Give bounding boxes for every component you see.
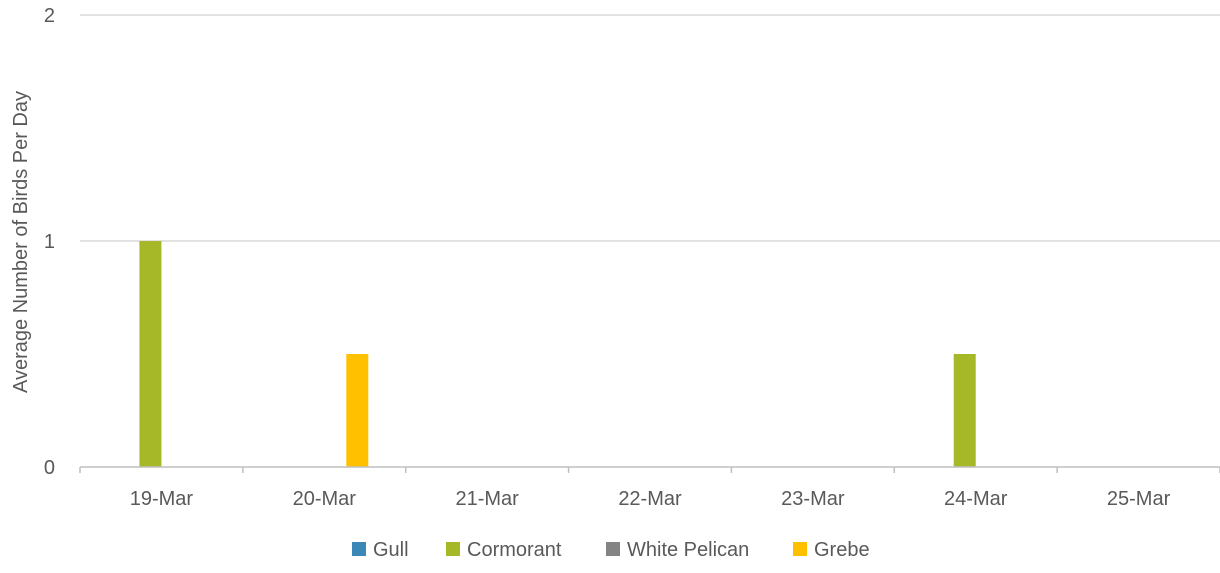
x-tick-label: 23-Mar bbox=[781, 488, 845, 510]
bars bbox=[139, 241, 976, 467]
legend-item-grebe[interactable]: Grebe bbox=[793, 539, 870, 561]
legend-label: Gull bbox=[373, 539, 409, 561]
legend-item-gull[interactable]: Gull bbox=[352, 539, 409, 561]
legend-swatch bbox=[793, 542, 807, 556]
gridlines bbox=[80, 14, 1220, 242]
legend-label: Grebe bbox=[814, 539, 870, 561]
y-axis-title: Average Number of Birds Per Day bbox=[10, 91, 32, 393]
bar-cormorant bbox=[953, 354, 976, 467]
bar-grebe bbox=[346, 354, 369, 467]
legend-label: White Pelican bbox=[627, 539, 749, 561]
legend-swatch bbox=[606, 542, 620, 556]
bar-cormorant bbox=[139, 241, 162, 467]
x-tick-label: 21-Mar bbox=[455, 488, 519, 510]
x-tick-label: 24-Mar bbox=[944, 488, 1008, 510]
legend-label: Cormorant bbox=[467, 539, 562, 561]
y-tick-label: 2 bbox=[44, 5, 55, 27]
legend-swatch bbox=[446, 542, 460, 556]
x-tick-label: 19-Mar bbox=[130, 488, 194, 510]
legend-item-cormorant[interactable]: Cormorant bbox=[446, 539, 562, 561]
axes bbox=[79, 466, 1220, 473]
legend-swatch bbox=[352, 542, 366, 556]
y-tick-labels: 0 1 2 bbox=[44, 5, 55, 479]
y-tick-label: 1 bbox=[44, 231, 55, 253]
x-tick-label: 20-Mar bbox=[293, 488, 357, 510]
x-tick-label: 22-Mar bbox=[618, 488, 682, 510]
legend-item-white-pelican[interactable]: White Pelican bbox=[606, 539, 749, 561]
legend[interactable]: Gull Cormorant White Pelican Grebe bbox=[352, 539, 870, 561]
x-tick-label: 25-Mar bbox=[1107, 488, 1171, 510]
x-tick-labels: 19-Mar 20-Mar 21-Mar 22-Mar 23-Mar 24-Mar 25-M… bbox=[130, 488, 1171, 510]
y-tick-label: 0 bbox=[44, 457, 55, 479]
